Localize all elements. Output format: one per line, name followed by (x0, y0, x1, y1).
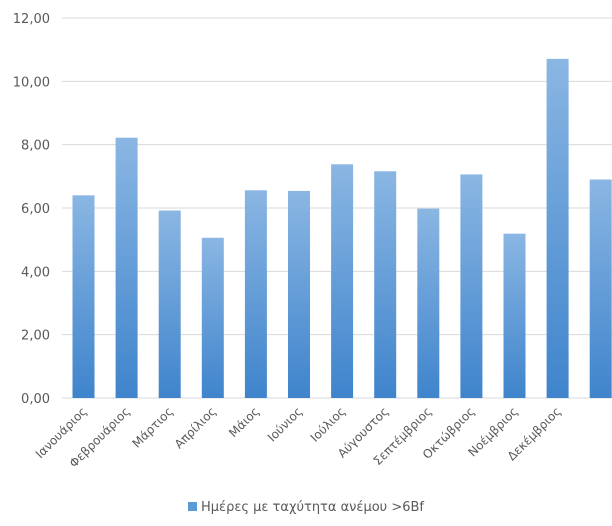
y-tick-label: 6,00 (21, 202, 50, 217)
y-tick-label: 4,00 (21, 265, 50, 280)
x-tick-label: Μάιος (226, 404, 262, 440)
bar (546, 58, 569, 398)
y-tick-label: 10,00 (13, 75, 50, 90)
bar (374, 171, 397, 398)
y-axis: 0,00 2,00 4,00 6,00 8,00 10,00 12,00 (13, 12, 50, 407)
bar (503, 233, 526, 398)
y-tick-label: 0,00 (21, 392, 50, 407)
legend-swatch (188, 502, 198, 511)
legend: Ημέρες με ταχύτητα ανέμου >6Bf (0, 500, 612, 515)
x-tick-label: Απρίλιος (172, 404, 219, 451)
bar (460, 174, 483, 398)
x-tick-label: Μάρτιος (129, 404, 175, 450)
y-tick-label: 12,00 (13, 12, 50, 27)
x-tick-label: Ιούλιος (308, 404, 349, 445)
x-tick-label: Ιούνιος (265, 404, 305, 444)
bar (589, 179, 612, 398)
bar (244, 190, 267, 398)
bar (115, 137, 138, 398)
bar (72, 195, 95, 398)
bar (158, 210, 181, 398)
bar (288, 190, 310, 398)
y-tick-label: 8,00 (21, 139, 50, 154)
bar (331, 164, 354, 398)
bar (417, 208, 440, 398)
y-tick-label: 2,00 (21, 329, 50, 344)
bar (201, 237, 224, 398)
bar-series (72, 58, 612, 398)
legend-label: Ημέρες με ταχύτητα ανέμου >6Bf (201, 500, 424, 515)
